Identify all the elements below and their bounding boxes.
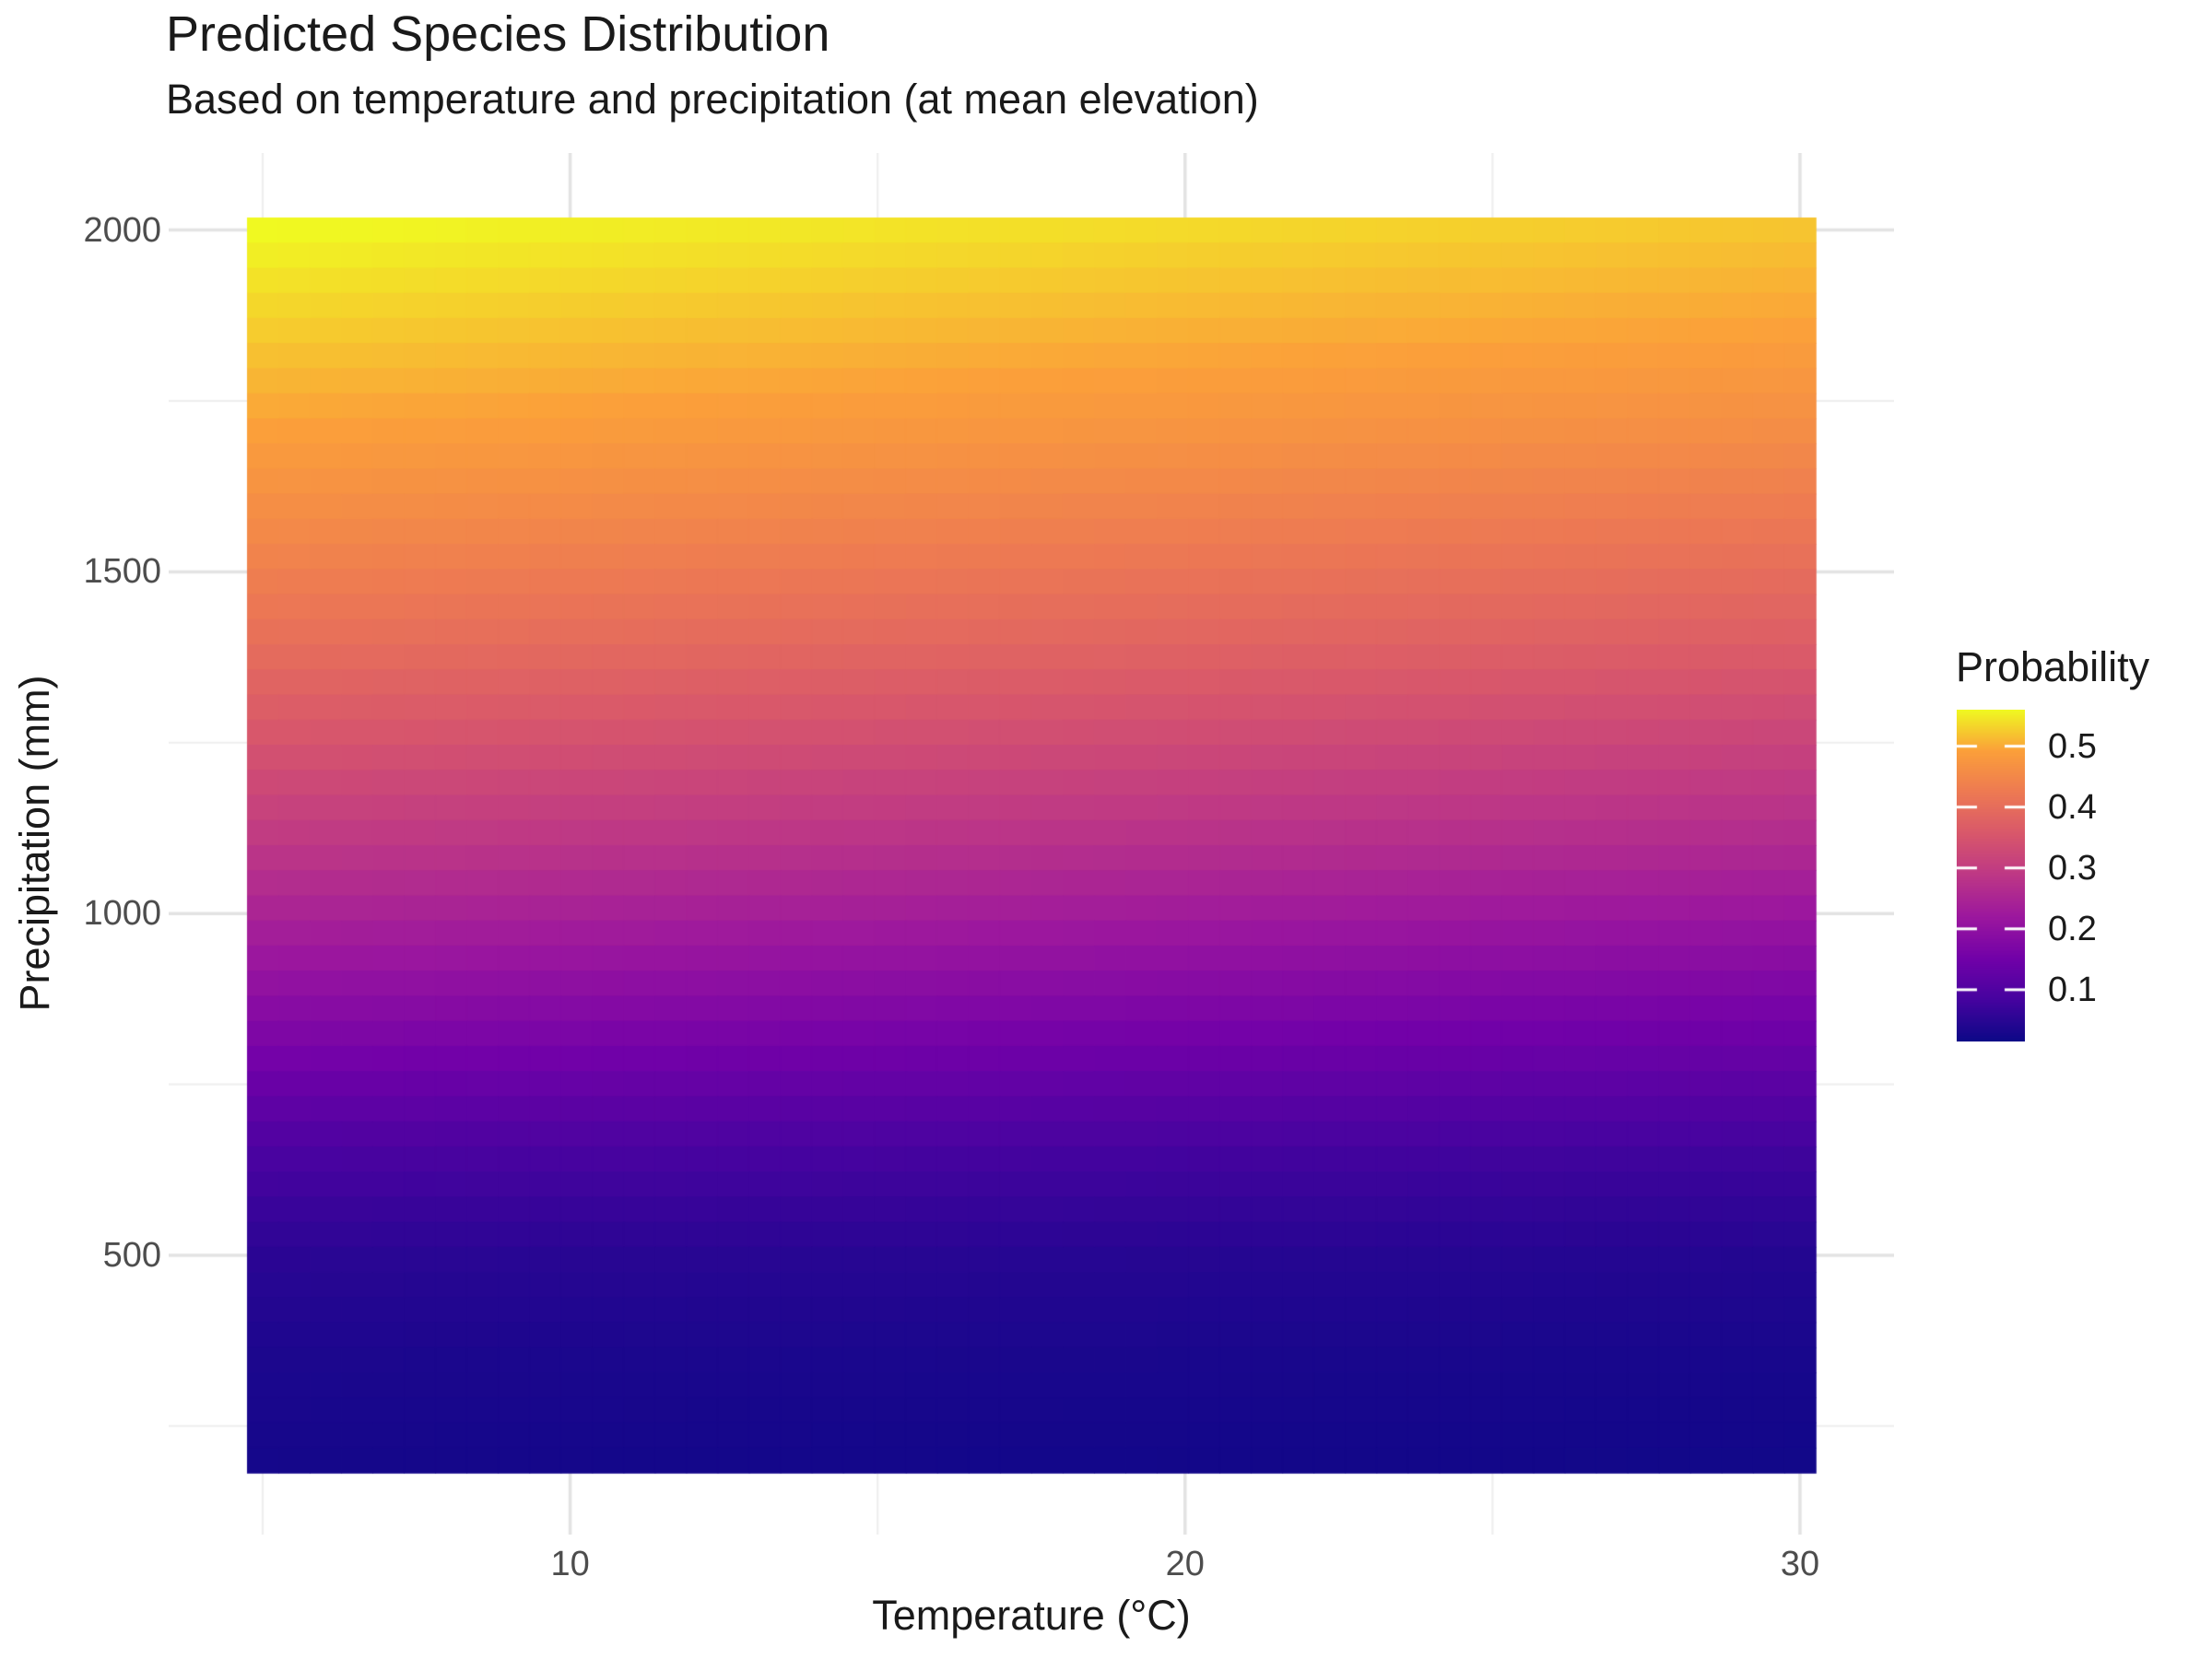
- y-tick-label: 2000: [83, 210, 161, 250]
- heatmap-panel: [169, 153, 1894, 1535]
- plot-subtitle: Based on temperature and precipitation (…: [166, 76, 1259, 123]
- x-tick-label: 20: [1165, 1545, 1205, 1583]
- y-tick-label: 1500: [83, 552, 161, 592]
- y-tick-label: 500: [102, 1235, 161, 1275]
- legend-tick-label: 0.4: [2048, 787, 2097, 827]
- legend-tick-label: 0.2: [2048, 909, 2097, 948]
- legend-tick-label: 0.5: [2048, 726, 2097, 766]
- x-tick-label: 10: [550, 1545, 590, 1583]
- y-axis-title: Precipitation (mm): [11, 675, 58, 1012]
- x-axis-title: Temperature (°C): [872, 1592, 1191, 1639]
- legend-tick-label: 0.1: [2048, 970, 2097, 1009]
- plot-title: Predicted Species Distribution: [166, 6, 830, 62]
- x-tick-label: 30: [1780, 1545, 1820, 1583]
- y-tick-label: 1000: [83, 894, 161, 934]
- legend-colorbar: [1957, 710, 2025, 1041]
- legend-title: Probability: [1956, 643, 2150, 690]
- legend-tick-label: 0.3: [2048, 848, 2097, 888]
